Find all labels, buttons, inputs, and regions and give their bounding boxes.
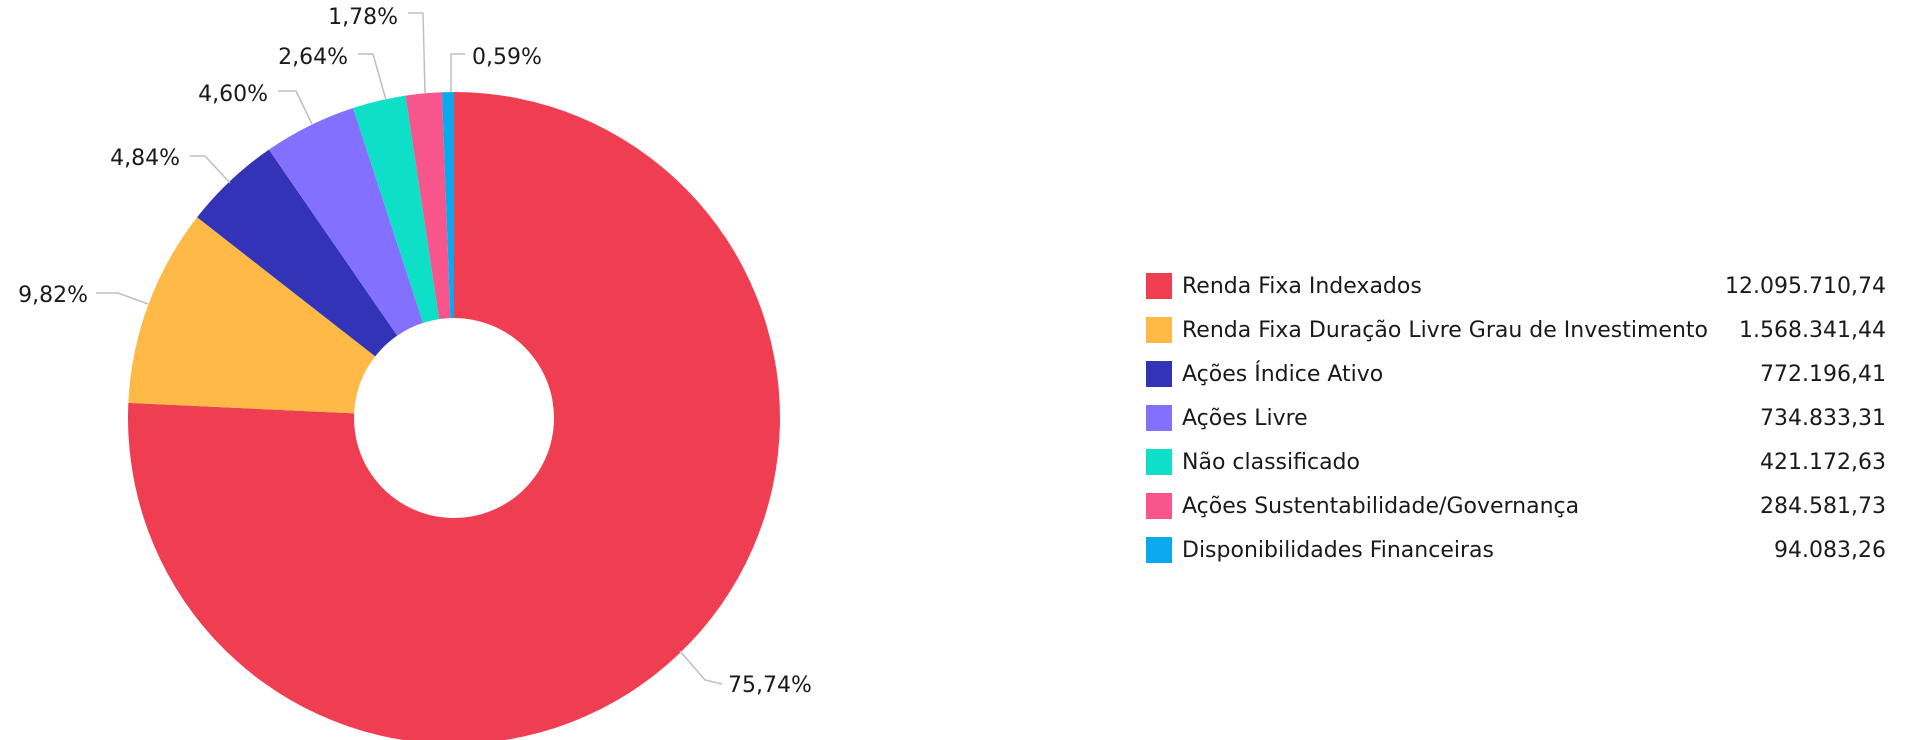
- slice-acoes-livre[interactable]: [268, 108, 424, 336]
- slice-disponibilidades-financeiras[interactable]: [441, 92, 454, 319]
- legend-label: Renda Fixa Duração Livre Grau de Investi…: [1182, 317, 1708, 343]
- legend-swatch: [1146, 317, 1172, 343]
- legend-swatch: [1146, 273, 1172, 299]
- legend-label: Ações Índice Ativo: [1182, 361, 1384, 387]
- slice-renda-fixa-duracao-livre-grau-de-investimento[interactable]: [128, 217, 376, 414]
- legend-swatch: [1146, 537, 1172, 563]
- legend-value: 772.196,41: [1760, 361, 1886, 387]
- slice-acoes-indice-ativo[interactable]: [197, 149, 398, 357]
- legend-item-nao-classificado[interactable]: Não classificado 421.172,63: [1146, 440, 1886, 484]
- leader-line-disponibilidades-financeiras: [450, 53, 465, 92]
- legend-swatch: [1146, 493, 1172, 519]
- legend-label: Ações Sustentabilidade/Governança: [1182, 493, 1580, 519]
- percent-label-nao-classificado: 2,64%: [278, 45, 348, 70]
- leader-line-renda-fixa-duracao-livre-grau-de-investimento: [96, 292, 149, 305]
- legend-value: 284.581,73: [1760, 493, 1886, 519]
- leader-line-acoes-sustentabilidade-governanca: [408, 12, 426, 94]
- leader-line-nao-classificado: [358, 53, 387, 101]
- legend-label: Disponibilidades Financeiras: [1182, 537, 1494, 563]
- legend-item-acoes-indice-ativo[interactable]: Ações Índice Ativo 772.196,41: [1146, 352, 1886, 396]
- percent-label-disponibilidades-financeiras: 0,59%: [472, 45, 542, 70]
- percent-label-acoes-livre: 4,60%: [198, 82, 268, 107]
- legend-value: 734.833,31: [1760, 405, 1886, 431]
- percent-label-renda-fixa-duracao-livre-grau-de-investimento: 9,82%: [18, 283, 88, 308]
- legend-item-acoes-livre[interactable]: Ações Livre 734.833,31: [1146, 396, 1886, 440]
- legend-item-disponibilidades-financeiras[interactable]: Disponibilidades Financeiras 94.083,26: [1146, 528, 1886, 572]
- leader-line-renda-fixa-indexados: [679, 650, 723, 685]
- legend-label: Não classificado: [1182, 449, 1360, 475]
- label-leader-lines: [96, 12, 723, 685]
- legend-value: 421.172,63: [1760, 449, 1886, 475]
- legend-item-renda-fixa-indexados[interactable]: Renda Fixa Indexados 12.095.710,74: [1146, 264, 1886, 308]
- legend-value: 1.568.341,44: [1739, 317, 1886, 343]
- legend: Renda Fixa Indexados 12.095.710,74 Renda F…: [1146, 264, 1886, 572]
- percent-label-renda-fixa-indexados: 75,74%: [728, 673, 812, 698]
- leader-line-acoes-livre: [278, 90, 313, 125]
- legend-swatch: [1146, 449, 1172, 475]
- percent-labels: 75,74% 9,82% 4,84% 4,60% 2,64% 1,78% 0,59%: [18, 5, 812, 698]
- legend-value: 12.095.710,74: [1725, 273, 1886, 299]
- legend-value: 94.083,26: [1774, 537, 1886, 563]
- percent-label-acoes-sustentabilidade-governanca: 1,78%: [328, 5, 398, 30]
- legend-label: Ações Livre: [1182, 405, 1308, 431]
- percent-label-acoes-indice-ativo: 4,84%: [110, 146, 180, 171]
- legend-swatch: [1146, 361, 1172, 387]
- donut-slices: [127, 92, 780, 740]
- legend-swatch: [1146, 405, 1172, 431]
- slice-renda-fixa-indexados[interactable]: [127, 92, 780, 740]
- slice-nao-classificado[interactable]: [353, 95, 440, 323]
- legend-item-renda-fixa-duracao-livre-grau-de-investimento[interactable]: Renda Fixa Duração Livre Grau de Investi…: [1146, 308, 1886, 352]
- legend-label: Renda Fixa Indexados: [1182, 273, 1422, 299]
- legend-item-acoes-sustentabilidade-governanca[interactable]: Ações Sustentabilidade/Governança 284.581…: [1146, 484, 1886, 528]
- slice-acoes-sustentabilidade-governanca[interactable]: [405, 92, 451, 320]
- leader-line-acoes-indice-ativo: [190, 155, 231, 184]
